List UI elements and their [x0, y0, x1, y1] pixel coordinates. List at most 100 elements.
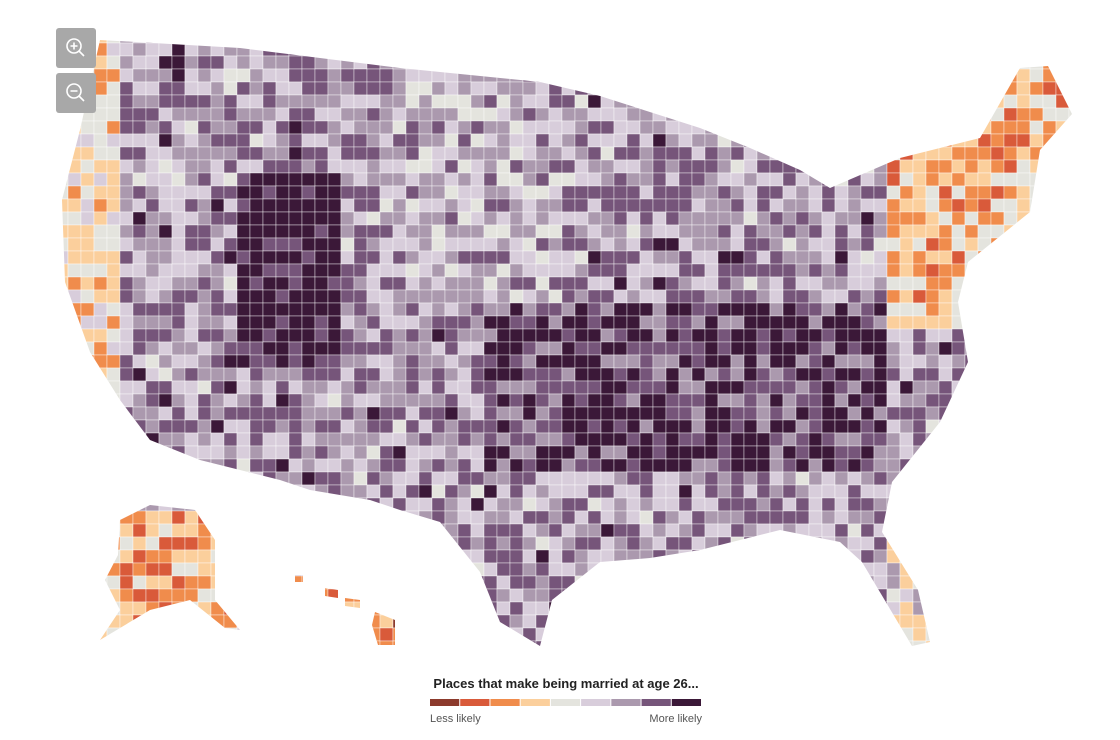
county: [379, 55, 394, 70]
county: [470, 640, 485, 646]
county: [834, 133, 849, 148]
county: [379, 159, 394, 174]
county: [613, 237, 628, 252]
county: [756, 120, 771, 135]
zoom-out-background[interactable]: [56, 73, 96, 113]
county: [795, 601, 810, 616]
county: [600, 497, 615, 512]
county: [691, 224, 706, 239]
county: [1016, 133, 1031, 148]
county: [717, 640, 732, 646]
county: [106, 458, 121, 473]
county: [184, 146, 199, 161]
county: [262, 250, 277, 265]
county: [392, 575, 407, 590]
zoom-in-background[interactable]: [56, 28, 96, 68]
county: [873, 367, 888, 382]
county: [782, 445, 797, 460]
county: [561, 211, 576, 226]
county: [964, 94, 979, 109]
county: [457, 510, 472, 525]
county: [275, 250, 290, 265]
county: [288, 263, 303, 278]
county: [847, 445, 862, 460]
county: [301, 224, 316, 239]
county: [1016, 172, 1031, 187]
county: [457, 588, 472, 603]
county: [457, 198, 472, 213]
county: [821, 55, 836, 70]
county: [301, 211, 316, 226]
county: [977, 497, 992, 512]
county: [925, 601, 940, 616]
county: [704, 55, 719, 70]
county: [1029, 354, 1044, 369]
county: [548, 172, 563, 187]
county: [1029, 198, 1044, 213]
county: [535, 107, 550, 122]
county: [665, 445, 680, 460]
county: [769, 458, 784, 473]
county: [704, 276, 719, 291]
county: [62, 549, 69, 564]
county: [717, 55, 732, 70]
county: [444, 133, 459, 148]
county: [366, 627, 381, 642]
county: [470, 471, 485, 486]
county: [366, 198, 381, 213]
county: [275, 419, 290, 434]
county: [236, 302, 251, 317]
zoom-out-icon-lines[interactable]: [70, 90, 85, 102]
county: [379, 302, 394, 317]
county: [834, 432, 849, 447]
county: [301, 94, 316, 109]
county: [691, 276, 706, 291]
county: [912, 81, 927, 96]
county: [353, 55, 368, 70]
zoom-in-icon[interactable]: [66, 38, 82, 54]
county: [132, 510, 147, 525]
county: [912, 133, 927, 148]
county: [730, 380, 745, 395]
county: [1042, 133, 1057, 148]
county: [600, 601, 615, 616]
county: [912, 159, 927, 174]
county: [301, 562, 316, 577]
county: [340, 575, 355, 590]
county: [62, 601, 69, 616]
county: [483, 432, 498, 447]
county: [587, 120, 602, 135]
county: [899, 40, 914, 44]
zoom-in-button[interactable]: [56, 28, 96, 68]
county: [327, 393, 342, 408]
zoom-out-icon[interactable]: [66, 83, 82, 99]
county: [899, 133, 914, 148]
county: [496, 510, 511, 525]
zoom-out-button[interactable]: [56, 73, 96, 113]
county: [925, 42, 940, 57]
county: [769, 263, 784, 278]
county: [483, 42, 498, 57]
county: [665, 406, 680, 421]
county: [821, 341, 836, 356]
county: [236, 341, 251, 356]
county: [327, 432, 342, 447]
county: [704, 94, 719, 109]
county: [691, 445, 706, 460]
county: [951, 614, 966, 629]
county: [561, 328, 576, 343]
county: [184, 211, 199, 226]
county: [418, 601, 433, 616]
county: [210, 185, 225, 200]
county: [106, 549, 121, 564]
county: [561, 315, 576, 330]
county: [353, 484, 368, 499]
county: [327, 55, 342, 70]
county: [288, 185, 303, 200]
county: [106, 601, 121, 616]
zoom-in-icon-lines[interactable]: [70, 42, 85, 57]
county: [67, 120, 82, 135]
county: [574, 458, 589, 473]
county: [444, 549, 459, 564]
county: [80, 497, 95, 512]
